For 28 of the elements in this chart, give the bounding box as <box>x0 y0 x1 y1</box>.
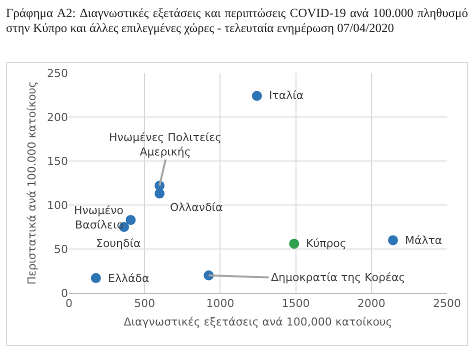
x-tick-label: 1000 <box>206 297 234 310</box>
x-axis-title: Διαγνωστικές εξετάσεις ανά 100,000 κατοίκους <box>124 315 392 328</box>
series-label: Ολλανδία <box>170 201 223 214</box>
chart-title: Γράφημα A2: Διαγνωστικές εξετάσεις και περιπτώσεις COVID-19 ανά 100.000 πληθυσμό στην Κύπρο και άλλες επιλεγμένες χώρες - τελευταία ενημέρωση 07/04/2020 <box>5 5 469 36</box>
y-tick-label: 50 <box>54 242 68 256</box>
y-tick-label: 250 <box>47 66 68 80</box>
x-tick-label: 1500 <box>282 297 310 310</box>
series-label: Ιταλία <box>269 89 304 102</box>
text: Δημοκρατία της Κορέας <box>271 271 406 284</box>
text: Ηνωμένες Πολιτείες Αμερικής <box>109 131 222 158</box>
x-tick-label: 2500 <box>433 297 461 310</box>
y-tick-label: 100 <box>47 198 68 212</box>
y-tick-label: 200 <box>47 110 68 124</box>
y-axis-title: Περιστατικά ανά 100.000 κατοίκους <box>26 81 39 285</box>
series-label: Κύπρος <box>306 237 346 250</box>
y-tick-label: 150 <box>47 154 68 168</box>
series-label: Ελλάδα <box>108 272 150 285</box>
series-label: Σουηδία <box>96 237 141 250</box>
y-tick-label: 0 <box>61 286 68 300</box>
point <box>90 273 101 284</box>
point <box>252 90 262 101</box>
point <box>154 188 165 199</box>
point <box>388 235 398 246</box>
x-tick-label: 500 <box>134 297 156 310</box>
point <box>126 214 136 225</box>
series-label: Μάλτα <box>405 234 442 247</box>
point <box>289 238 300 249</box>
x-tick-label: 2000 <box>357 297 386 310</box>
